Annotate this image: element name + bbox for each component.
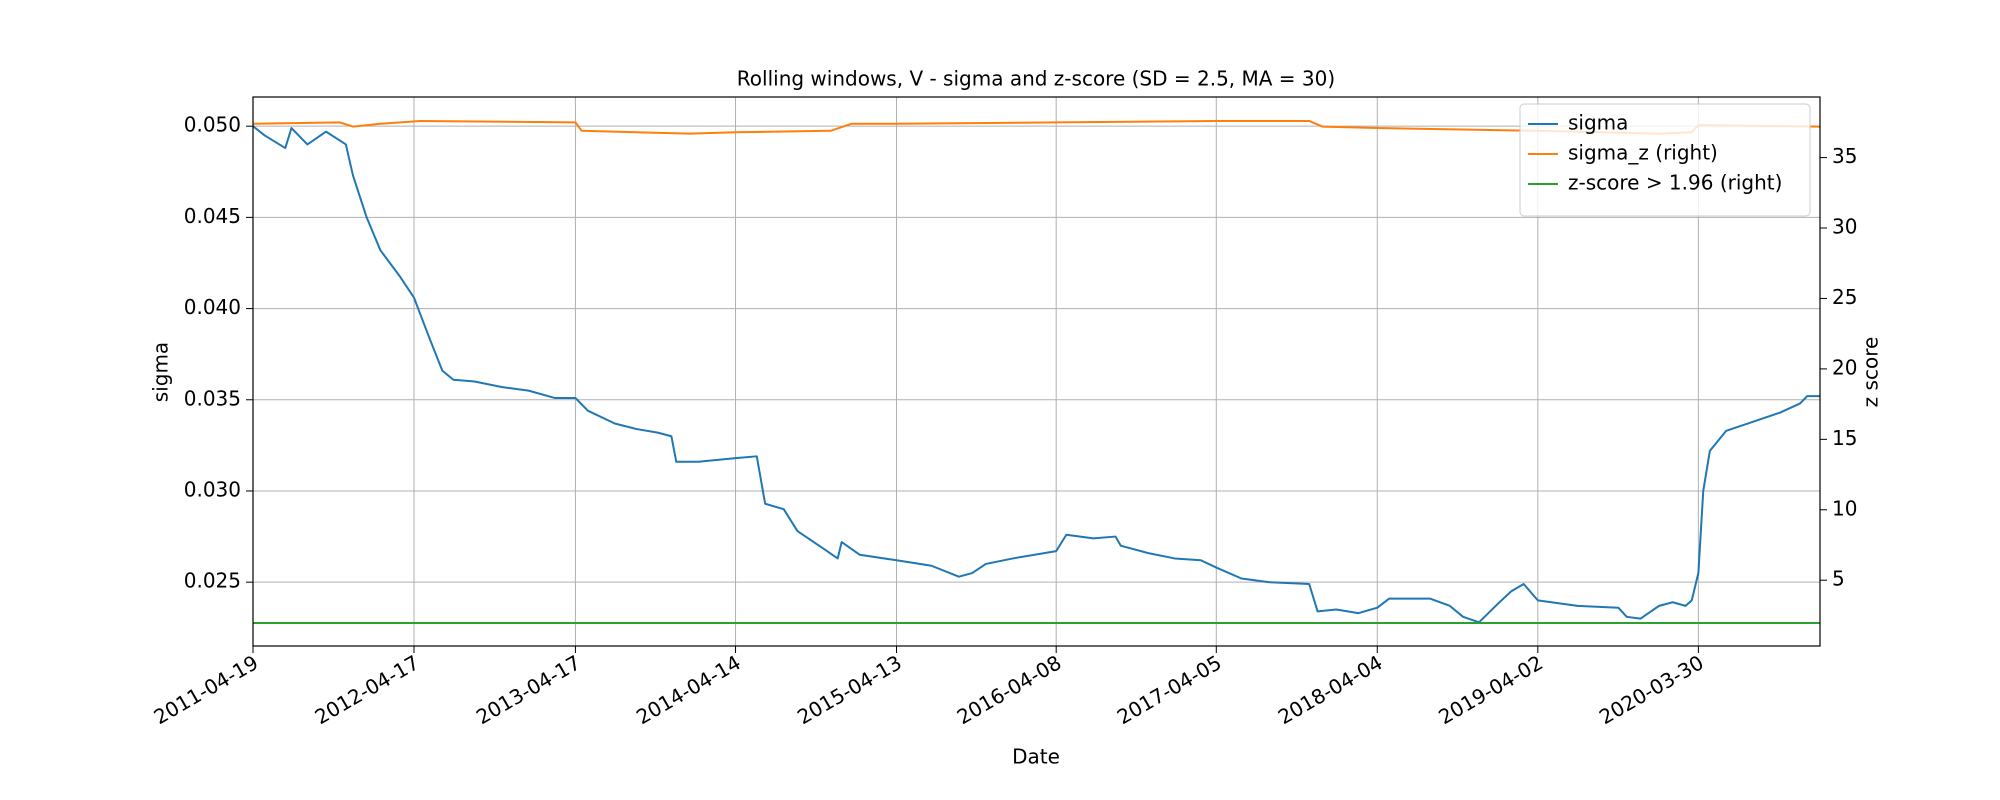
plot-frame bbox=[252, 96, 1821, 647]
x-tick-label: 2016-04-08 bbox=[953, 650, 1066, 729]
y2-tick-label: 20 bbox=[1832, 355, 1857, 379]
y2-tick-label: 35 bbox=[1832, 144, 1857, 168]
x-tick-label: 2011-04-19 bbox=[150, 650, 263, 729]
series-line bbox=[252, 125, 1820, 624]
y-axis-label: sigma bbox=[149, 342, 173, 402]
y2-tick-label: 25 bbox=[1832, 285, 1857, 309]
legend-label: sigma_z (right) bbox=[1568, 141, 1718, 165]
legend-label: sigma bbox=[1568, 111, 1628, 135]
x-tick-label: 2014-04-14 bbox=[632, 650, 745, 729]
x-tick-label: 2018-04-04 bbox=[1274, 650, 1387, 729]
y2-tick-label: 10 bbox=[1832, 496, 1857, 520]
y-tick-label: 0.050 bbox=[184, 113, 241, 137]
y-tick-label: 0.045 bbox=[184, 204, 241, 228]
x-tick-label: 2013-04-17 bbox=[472, 650, 585, 729]
legend-label: z-score > 1.96 (right) bbox=[1568, 171, 1782, 195]
y-tick-label: 0.025 bbox=[184, 569, 241, 593]
y-tick-label: 0.040 bbox=[184, 295, 241, 319]
x-tick-label: 2019-04-02 bbox=[1434, 650, 1547, 729]
y-tick-label: 0.030 bbox=[184, 477, 241, 501]
x-tick-label: 2015-04-13 bbox=[793, 650, 906, 729]
y2-tick-label: 5 bbox=[1832, 567, 1845, 591]
chart-title: Rolling windows, V - sigma and z-score (… bbox=[737, 67, 1335, 91]
x-tick-label: 2017-04-05 bbox=[1113, 650, 1226, 729]
x-tick-label: 2012-04-17 bbox=[311, 650, 424, 729]
x-tick-label: 2020-03-30 bbox=[1595, 650, 1708, 729]
x-axis-label: Date bbox=[1012, 745, 1060, 769]
legend-box bbox=[1519, 103, 1811, 217]
y2-axis-label: z score bbox=[1859, 337, 1883, 408]
legend: sigma sigma_z (right) z-score > 1.96 (righ… bbox=[1519, 103, 1811, 217]
y-tick-label: 0.035 bbox=[184, 386, 241, 410]
y2-tick-label: 15 bbox=[1832, 426, 1857, 450]
y2-tick-label: 30 bbox=[1832, 215, 1857, 239]
